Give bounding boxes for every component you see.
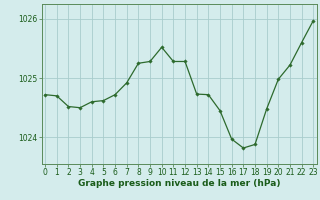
X-axis label: Graphe pression niveau de la mer (hPa): Graphe pression niveau de la mer (hPa) [78,179,280,188]
